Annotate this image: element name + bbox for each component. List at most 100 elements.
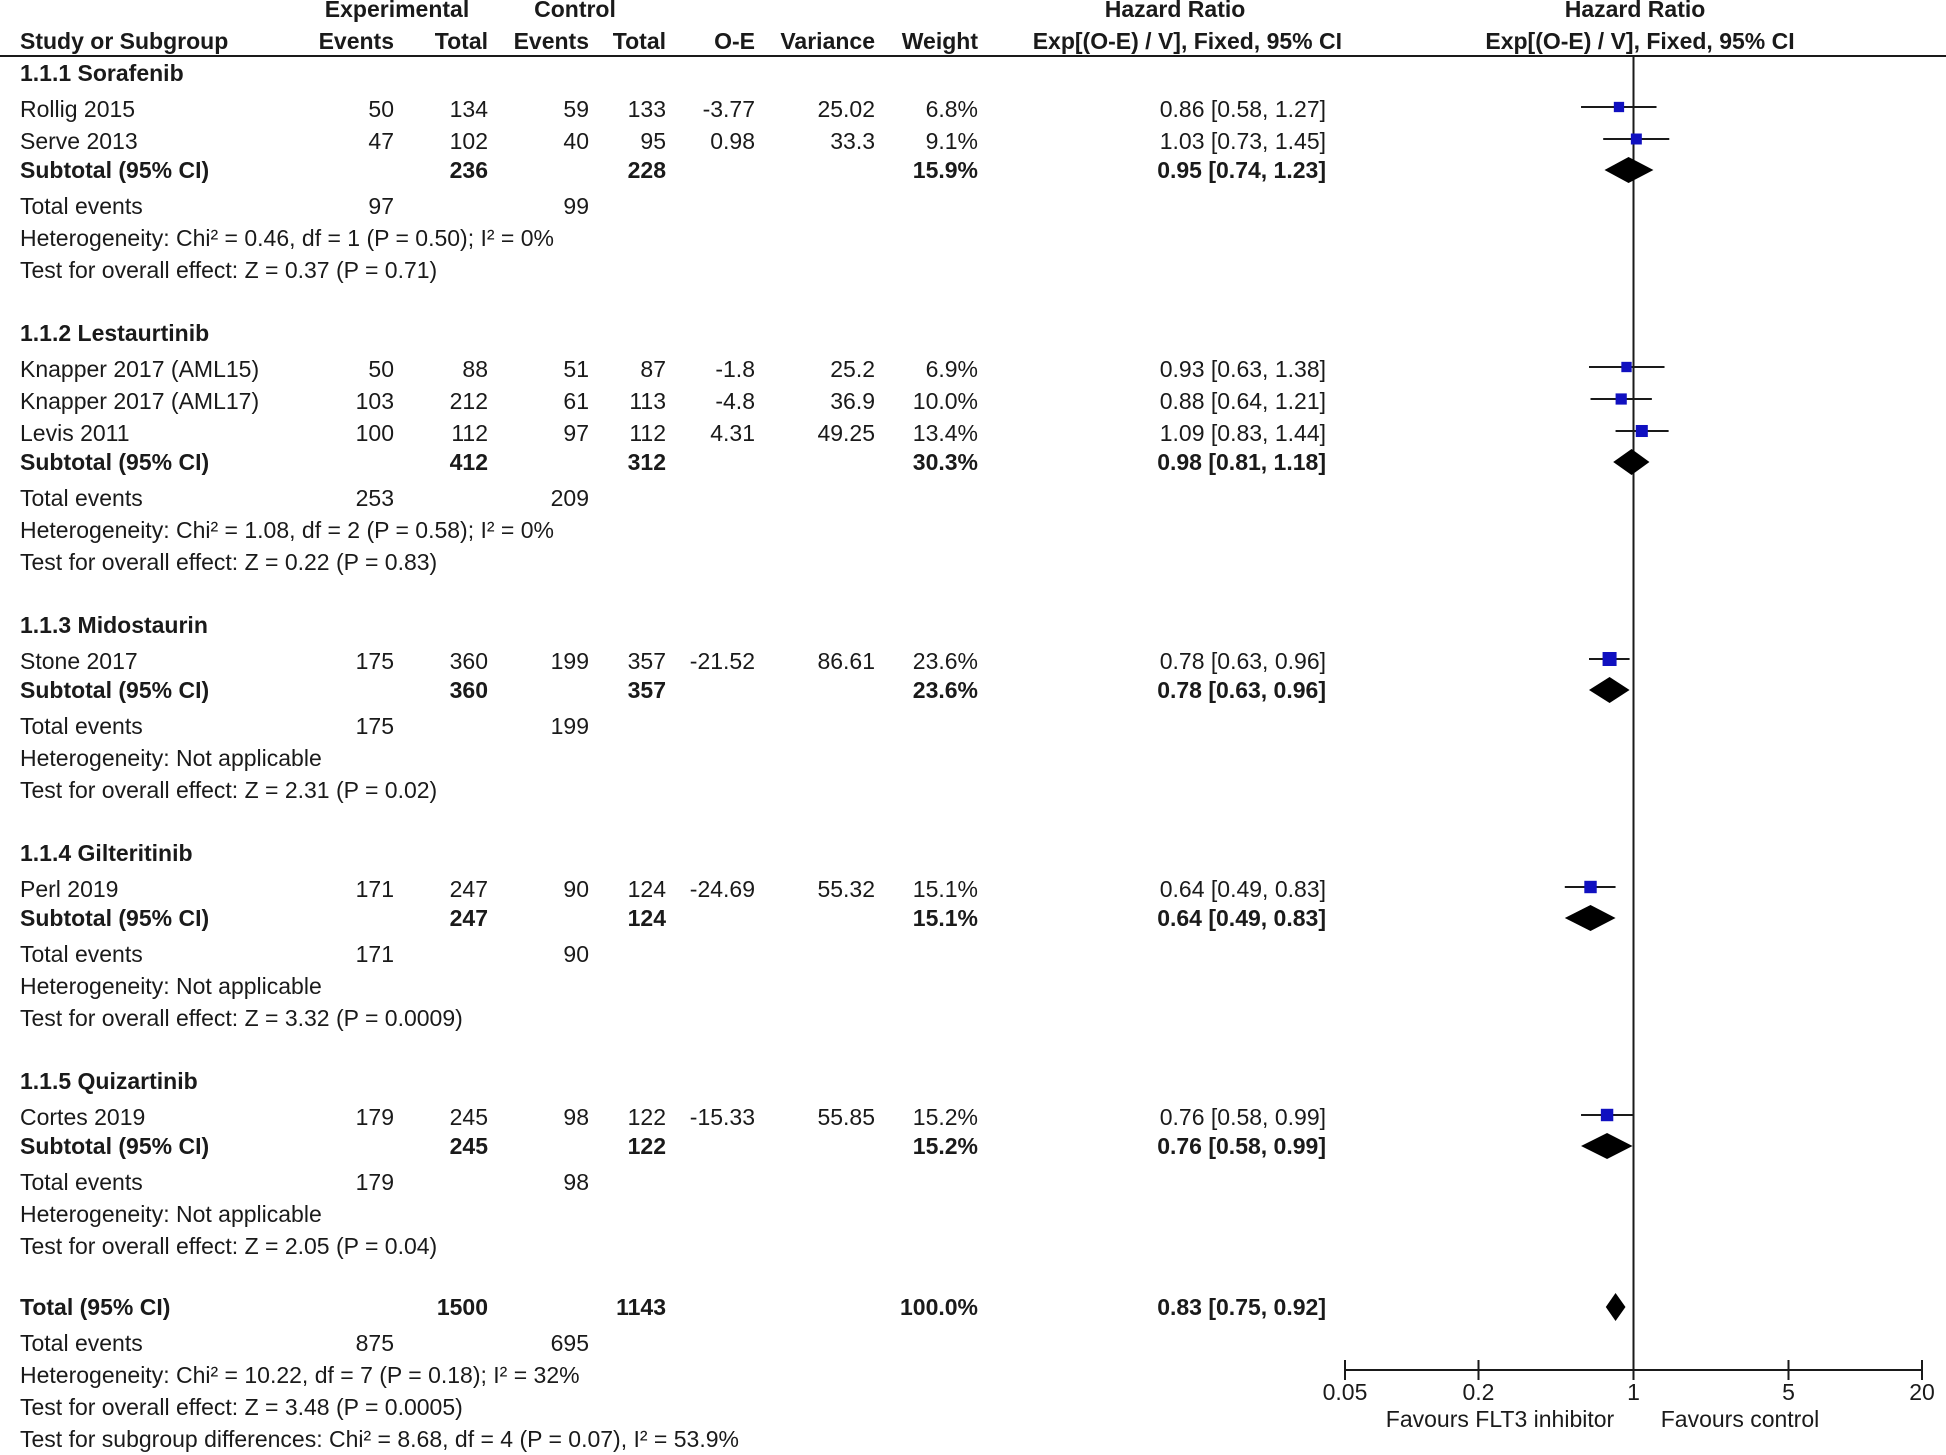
header-control: Control (534, 0, 616, 22)
cell-ce: 98 (563, 1169, 589, 1195)
cell-ce: 61 (563, 388, 589, 414)
cell-w: 10.0% (912, 388, 978, 414)
cell-et: 88 (462, 356, 488, 382)
note-label: Test for overall effect: Z = 3.32 (P = 0… (20, 1005, 463, 1031)
cell-oe: 0.98 (710, 128, 755, 154)
cell-et: 360 (449, 677, 488, 703)
subtotal-diamond (1589, 677, 1630, 703)
header-oe: O-E (714, 28, 755, 54)
total-label: Total (95% CI) (20, 1294, 171, 1320)
cell-et: 134 (449, 96, 488, 122)
group-label: 1.1.4 Gilteritinib (20, 840, 193, 866)
header-hazard-ratio-plot: Hazard Ratio (1564, 0, 1706, 22)
cell-ce: 40 (563, 128, 589, 154)
cell-oe: -15.33 (689, 1104, 755, 1130)
cell-ce: 695 (550, 1330, 589, 1356)
cell-et: 360 (449, 648, 488, 674)
subtotal-label: Subtotal (95% CI) (20, 677, 210, 703)
group-label: 1.1.1 Sorafenib (20, 60, 184, 86)
cell-ci: 0.98 [0.81, 1.18] (1157, 449, 1326, 475)
cell-ee: 50 (368, 356, 394, 382)
study-label: Serve 2013 (20, 128, 138, 154)
cell-et: 102 (449, 128, 488, 154)
overall-diamond (1605, 1293, 1626, 1321)
subtotal-diamond (1581, 1133, 1633, 1159)
cell-et: 236 (449, 157, 488, 183)
header-exp-total: Total (434, 28, 488, 54)
cell-ct: 357 (627, 648, 666, 674)
header-variance: Variance (780, 28, 875, 54)
header-method-table: Exp[(O-E) / V], Fixed, 95% CI (1032, 28, 1342, 54)
cell-w: 15.2% (912, 1133, 978, 1159)
header-study: Study or Subgroup (20, 28, 229, 54)
study-point-estimate (1615, 393, 1627, 405)
events-label: Total events (20, 485, 143, 511)
x-axis-tick-label: 20 (1909, 1379, 1935, 1405)
cell-oe: -21.52 (689, 648, 755, 674)
study-point-estimate (1602, 652, 1617, 666)
cell-et: 247 (449, 876, 488, 902)
cell-ci: 1.09 [0.83, 1.44] (1159, 420, 1326, 446)
cell-w: 30.3% (912, 449, 978, 475)
cell-var: 36.9 (830, 388, 875, 414)
group-label: 1.1.2 Lestaurtinib (20, 320, 210, 346)
cell-ct: 113 (629, 388, 666, 414)
cell-w: 23.6% (912, 677, 978, 703)
cell-ct: 357 (627, 677, 666, 703)
x-axis-tick-label: 1 (1627, 1379, 1640, 1405)
study-point-estimate (1635, 424, 1648, 438)
cell-ce: 199 (550, 648, 589, 674)
cell-var: 55.32 (817, 876, 875, 902)
cell-et: 1500 (436, 1294, 488, 1320)
cell-ee: 171 (355, 876, 394, 902)
cell-var: 55.85 (817, 1104, 875, 1130)
note-label: Test for overall effect: Z = 0.37 (P = 0… (20, 257, 438, 283)
note-label: Heterogeneity: Not applicable (20, 745, 322, 771)
cell-ee: 171 (355, 941, 394, 967)
cell-ee: 175 (355, 648, 394, 674)
events-label: Total events (20, 1330, 143, 1356)
note-label: Test for overall effect: Z = 3.48 (P = 0… (20, 1394, 463, 1420)
cell-ct: 122 (627, 1104, 666, 1130)
cell-ce: 98 (563, 1104, 589, 1130)
cell-ee: 47 (368, 128, 394, 154)
cell-ce: 99 (563, 193, 589, 219)
note-label: Test for subgroup differences: Chi² = 8.… (20, 1426, 739, 1452)
cell-ee: 875 (355, 1330, 394, 1356)
cell-w: 9.1% (925, 128, 978, 154)
cell-et: 112 (451, 420, 488, 446)
cell-ci: 0.64 [0.49, 0.83] (1159, 876, 1326, 902)
cell-ee: 179 (355, 1169, 394, 1195)
cell-ci: 0.78 [0.63, 0.96] (1157, 677, 1326, 703)
cell-w: 15.9% (912, 157, 978, 183)
cell-ct: 133 (627, 96, 666, 122)
header-exp-events: Events (318, 28, 394, 54)
study-label: Stone 2017 (20, 648, 138, 674)
study-label: Levis 2011 (20, 420, 130, 446)
cell-ci: 0.83 [0.75, 0.92] (1157, 1294, 1326, 1320)
cell-w: 15.1% (912, 876, 978, 902)
subtotal-label: Subtotal (95% CI) (20, 905, 210, 931)
header-ctl-total: Total (612, 28, 666, 54)
cell-ce: 97 (563, 420, 589, 446)
cell-ct: 1143 (616, 1294, 666, 1320)
x-axis-tick-label: 0.2 (1463, 1379, 1495, 1405)
cell-var: 33.3 (830, 128, 875, 154)
cell-w: 13.4% (912, 420, 978, 446)
cell-oe: 4.31 (710, 420, 755, 446)
cell-ct: 124 (627, 876, 666, 902)
header-weight: Weight (901, 28, 978, 54)
study-label: Knapper 2017 (AML17) (20, 388, 260, 414)
subtotal-diamond (1564, 905, 1616, 931)
study-label: Rollig 2015 (20, 96, 136, 122)
note-label: Test for overall effect: Z = 2.05 (P = 0… (20, 1233, 438, 1259)
events-label: Total events (20, 1169, 143, 1195)
header-method-plot: Exp[(O-E) / V], Fixed, 95% CI (1485, 28, 1795, 54)
events-label: Total events (20, 941, 143, 967)
cell-w: 100.0% (899, 1294, 978, 1320)
cell-ct: 112 (629, 420, 666, 446)
study-point-estimate (1621, 361, 1632, 373)
cell-ci: 0.88 [0.64, 1.21] (1159, 388, 1326, 414)
cell-ee: 97 (368, 193, 394, 219)
